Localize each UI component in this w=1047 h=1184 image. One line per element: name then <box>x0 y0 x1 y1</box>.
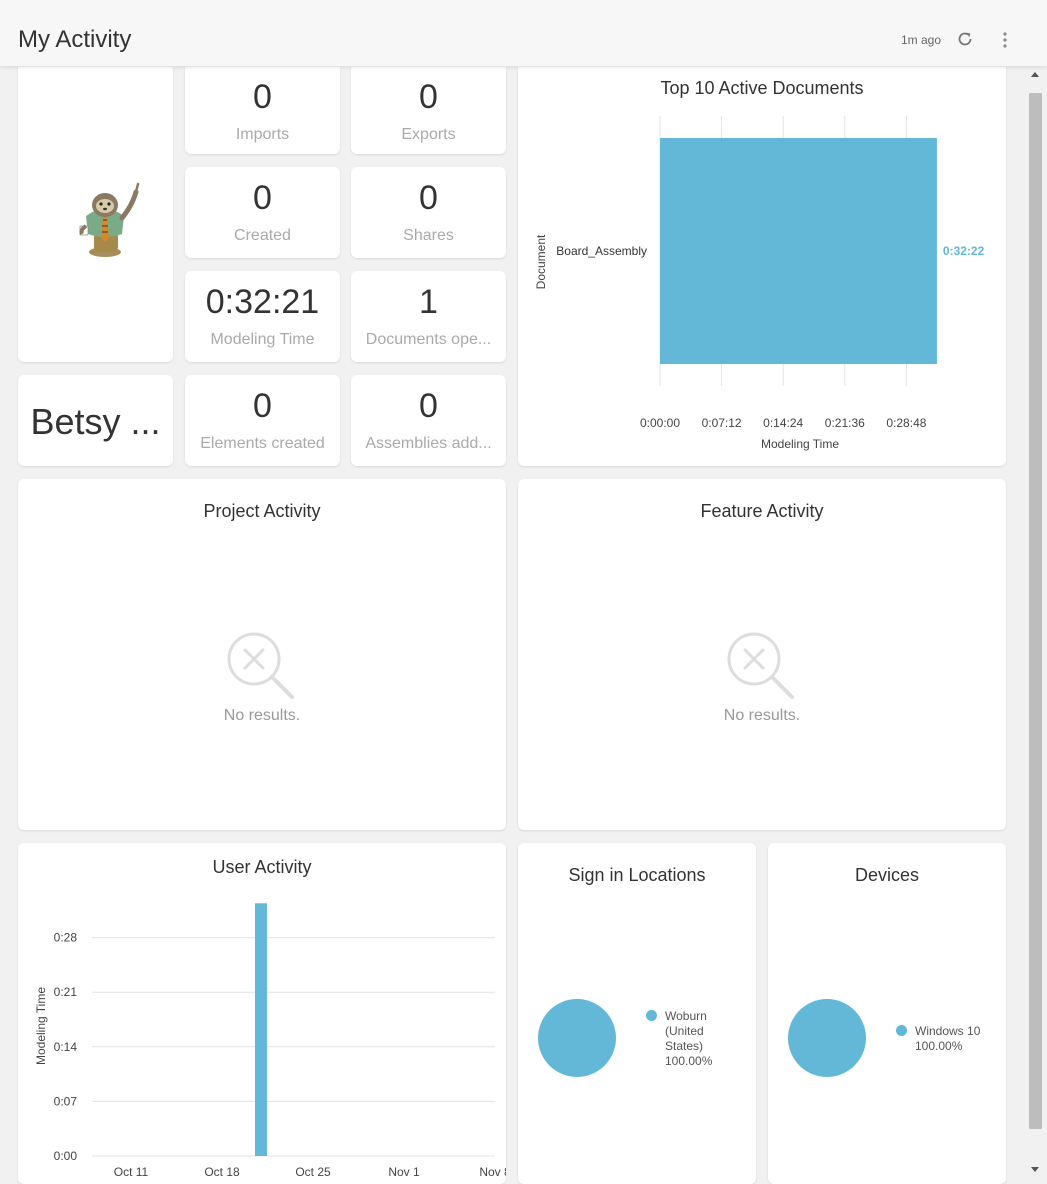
stat-value: 0 <box>253 179 272 217</box>
stat-label: Elements created <box>200 435 325 452</box>
pie-slice <box>788 999 866 1077</box>
y-axis-label: Document <box>534 234 548 289</box>
bar <box>660 138 937 364</box>
stat-label: Created <box>234 227 291 244</box>
x-tick-label: 0:28:48 <box>886 416 926 430</box>
page-scrollbar[interactable] <box>1027 66 1047 1184</box>
avatar-card <box>18 52 173 362</box>
stat-modeling-time: 0:32:21 Modeling Time <box>185 271 340 362</box>
y-tick-label: 0:07 <box>54 1094 78 1108</box>
search-x-icon <box>727 632 794 699</box>
x-tick-label: Oct 18 <box>204 1165 240 1179</box>
x-tick-label: 0:21:36 <box>825 416 865 430</box>
scroll-down-arrow-icon[interactable] <box>1031 1167 1039 1172</box>
pie-slice <box>538 999 616 1077</box>
devices-card: Devices Windows 10 100.00% <box>768 843 1006 1184</box>
stat-label: Exports <box>401 126 456 143</box>
sign-in-locations-card: Sign in Locations Woburn (United States)… <box>518 843 756 1184</box>
stat-value: 0 <box>419 78 438 116</box>
stat-value: 0:32:21 <box>205 283 320 321</box>
stat-assemblies-added: 0 Assemblies add... <box>351 375 506 466</box>
stat-value: 0 <box>253 78 272 116</box>
top-documents-chart: Top 10 Active Documents 0:00:00 0:07:12 0:1… <box>534 78 985 451</box>
card-title: Devices <box>854 865 920 885</box>
x-tick-label: 0:07:12 <box>702 416 742 430</box>
legend-line: (United <box>665 1024 704 1038</box>
user-name-card: Betsy ... <box>18 375 173 466</box>
legend-label: Windows 10 100.00% <box>915 1024 1000 1054</box>
avatar <box>79 182 140 257</box>
stat-documents-opened: 1 Documents ope... <box>351 271 506 362</box>
project-activity-card: Project Activity No results. <box>18 479 506 830</box>
card-title: Sign in Locations <box>568 865 706 885</box>
stat-value: 0 <box>419 387 438 425</box>
legend-line: 100.00% <box>665 1054 713 1068</box>
x-tick-label: 0:14:24 <box>763 416 803 430</box>
top-documents-card: Top 10 Active Documents 0:00:00 0:07:12 0:1… <box>518 52 1006 466</box>
y-tick-label: 0:28 <box>54 931 78 945</box>
stat-value: 0 <box>253 387 272 425</box>
y-axis-label: Modeling Time <box>34 987 48 1065</box>
stat-label: Modeling Time <box>210 331 315 348</box>
sign-in-locations-pie <box>538 999 616 1077</box>
card-title: Feature Activity <box>700 501 824 521</box>
stat-shares: 0 Shares <box>351 167 506 258</box>
last-updated-label: 1m ago <box>901 33 942 47</box>
x-tick-label: Oct 25 <box>295 1165 331 1179</box>
legend-line: 100.00% <box>915 1039 963 1053</box>
user-activity-card: User Activity 0:00 0:07 0:14 0:21 0:28 Oct 11 O… <box>18 843 506 1184</box>
y-tick-label: 0:14 <box>54 1040 78 1054</box>
scrollbar-thumb[interactable] <box>1029 93 1042 1129</box>
stat-created: 0 Created <box>185 167 340 258</box>
x-tick-label: Nov 1 <box>388 1165 420 1179</box>
y-tick-label: 0:00 <box>54 1149 78 1163</box>
card-title: Project Activity <box>203 501 321 521</box>
legend-line: Woburn <box>665 1009 707 1023</box>
x-tick-label: 0:00:00 <box>640 416 680 430</box>
legend-swatch <box>646 1010 657 1021</box>
stat-elements-created: 0 Elements created <box>185 375 340 466</box>
x-tick-label: Oct 11 <box>114 1165 149 1179</box>
stat-label: Imports <box>235 126 290 143</box>
bar <box>255 903 267 1156</box>
more-vertical-icon[interactable] <box>996 30 1014 50</box>
page-title: My Activity <box>18 26 132 53</box>
user-activity-chart: User Activity 0:00 0:07 0:14 0:21 0:28 Oct 11 O… <box>34 857 506 1179</box>
y-tick-label: 0:21 <box>54 985 78 999</box>
stat-imports: 0 Imports <box>185 52 340 154</box>
page-header: My Activity 1m ago <box>0 0 1047 67</box>
search-x-icon <box>227 632 294 699</box>
data-label: 0:32:22 <box>943 244 985 258</box>
legend-line: States) <box>665 1039 704 1053</box>
legend-swatch <box>896 1025 907 1036</box>
scroll-up-arrow-icon[interactable] <box>1031 72 1039 77</box>
stat-label: Assemblies add... <box>365 435 492 452</box>
feature-activity-card: Feature Activity No results. <box>518 479 1006 830</box>
stat-value: 0 <box>419 179 438 217</box>
refresh-icon[interactable] <box>956 30 974 48</box>
stat-label: Shares <box>403 227 454 244</box>
chart-title: Top 10 Active Documents <box>660 78 863 98</box>
stat-value: 1 <box>419 283 438 321</box>
stat-exports: 0 Exports <box>351 52 506 154</box>
legend-label: Woburn (United States) 100.00% <box>665 1009 745 1069</box>
legend-line: Windows 10 <box>915 1024 981 1038</box>
stat-label: Documents ope... <box>365 331 492 348</box>
chart-title: User Activity <box>212 857 311 877</box>
y-tick-label: Board_Assembly <box>556 244 647 258</box>
x-axis-label: Modeling Time <box>761 437 839 451</box>
empty-state-text: No results. <box>723 707 801 724</box>
empty-state-text: No results. <box>223 707 301 724</box>
devices-pie <box>788 999 866 1077</box>
user-name: Betsy ... <box>30 401 161 442</box>
x-tick-label: Nov 8 <box>479 1165 506 1179</box>
